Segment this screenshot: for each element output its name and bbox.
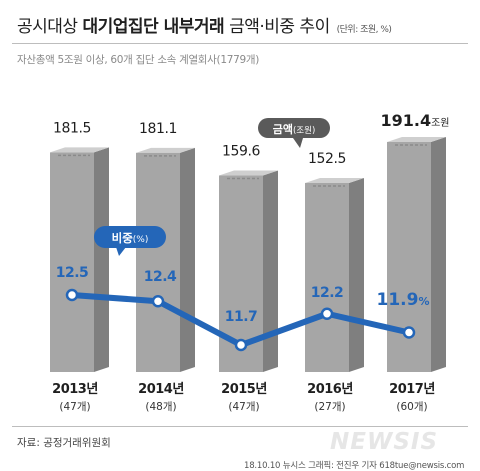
title-tail: 금액·비중 추이 — [229, 17, 330, 37]
footer-divider — [12, 426, 468, 427]
bar-value-label: 159.6 — [222, 144, 261, 160]
title-lead: 공시대상 — [17, 17, 78, 37]
bar-side-face — [263, 170, 278, 372]
title-divider — [12, 43, 468, 44]
bar-side-face — [431, 137, 446, 372]
bar — [305, 178, 364, 372]
bar-value-label: 152.5 — [308, 151, 346, 167]
category-label: 2017년 — [389, 382, 435, 397]
bar-front-face — [136, 152, 180, 372]
category-sublabel: (47개) — [228, 401, 259, 413]
bar-value-label: 181.5 — [53, 120, 91, 136]
credit-line: 18.10.10 뉴시스 그래픽: 전진우 기자 618tue@newsis.c… — [244, 461, 465, 471]
bar-top-face — [219, 170, 278, 176]
amount-callout: 금액(조원) — [258, 118, 330, 148]
rate-value-label: 11.9% — [377, 290, 430, 310]
bar-top-face — [305, 178, 364, 183]
amount-callout-pointer — [293, 138, 303, 148]
source-note: 자료: 공정거래위원회 — [17, 437, 111, 449]
rate-callout-label: 비중(%) — [112, 231, 149, 245]
bar — [387, 137, 446, 372]
rate-value-label: 12.2 — [311, 285, 344, 301]
rate-marker — [320, 307, 334, 320]
rate-marker — [65, 288, 79, 302]
rate-value-label: 12.5 — [56, 265, 89, 281]
amount-callout-label: 금액(조원) — [273, 123, 316, 136]
rate-value-label: 12.4 — [144, 269, 177, 285]
bar-value-label: 191.4조원 — [380, 111, 449, 130]
category-sublabel: (47개) — [59, 401, 90, 413]
rate-callout-pointer — [116, 247, 126, 256]
amount-callout-box — [258, 118, 330, 138]
rate-marker — [234, 338, 248, 352]
category-label: 2013년 — [52, 382, 98, 397]
category-label: 2015년 — [221, 382, 267, 397]
category-label: 2014년 — [138, 382, 184, 397]
rate-marker — [151, 295, 165, 308]
bar-front-face — [50, 152, 94, 372]
chart-subtitle: 자산총액 5조원 이상, 60개 집단 소속 계열회사(1779개) — [17, 54, 259, 66]
unit-note: (단위: 조원, %) — [336, 25, 392, 35]
bar-value-label: 181.1 — [139, 121, 177, 137]
bar-top-face — [50, 147, 109, 153]
title-bold: 대기업집단 내부거래 — [82, 17, 225, 37]
bar-side-face — [94, 147, 109, 372]
rate-callout: 비중(%) — [94, 226, 166, 256]
rate-marker — [402, 326, 416, 339]
bar — [136, 147, 195, 372]
category-sublabel: (48개) — [145, 401, 176, 413]
bar-side-face — [180, 147, 195, 372]
bar-top-face — [136, 147, 195, 153]
bar-side-face — [349, 178, 364, 372]
bar-front-face — [305, 183, 349, 372]
bar — [50, 147, 109, 372]
bar-top-face — [387, 137, 446, 142]
rate-callout-box — [94, 226, 166, 248]
newsis-watermark: NEWSIS — [330, 429, 439, 455]
rate-value-label: 11.7 — [225, 309, 258, 325]
category-sublabel: (27개) — [314, 401, 345, 413]
category-sublabel: (60개) — [396, 401, 427, 413]
footer: NEWSIS 자료: 공정거래위원회 18.10.10 뉴시스 그래픽: 전진우… — [0, 427, 480, 471]
chart-title: 공시대상 대기업집단 내부거래 금액·비중 추이 (단위: 조원, %) — [17, 12, 392, 37]
category-label: 2016년 — [307, 382, 353, 397]
